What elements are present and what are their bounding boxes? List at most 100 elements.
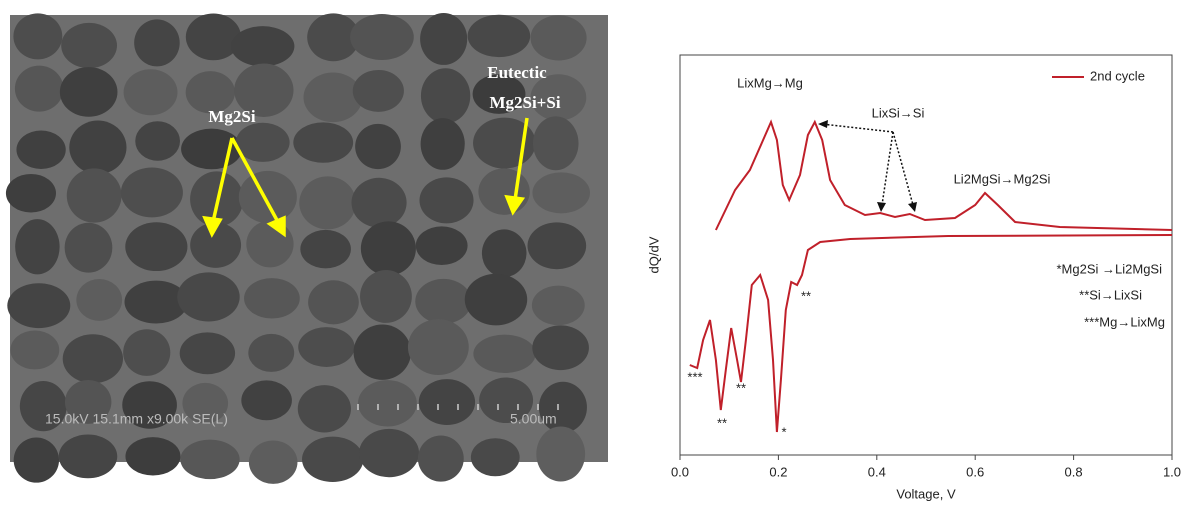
grain bbox=[298, 385, 351, 432]
grain bbox=[352, 178, 407, 228]
grain bbox=[536, 426, 585, 481]
x-tick-label: 0.0 bbox=[671, 464, 689, 479]
grain bbox=[15, 66, 63, 112]
grain bbox=[248, 334, 294, 372]
grain bbox=[246, 221, 293, 268]
grain bbox=[69, 121, 126, 175]
annotation: *Mg2Si →Li2MgSi bbox=[1057, 261, 1163, 276]
grain bbox=[239, 171, 297, 223]
grain bbox=[360, 270, 412, 323]
grain bbox=[123, 329, 170, 376]
arrow-heads bbox=[818, 120, 917, 212]
annotation: Li2MgSi→Mg2Si bbox=[954, 171, 1051, 186]
annotation: ** bbox=[717, 415, 727, 430]
grain bbox=[353, 70, 404, 112]
grain bbox=[65, 223, 113, 273]
grain bbox=[478, 168, 529, 214]
grain bbox=[299, 176, 356, 229]
grain bbox=[59, 435, 117, 479]
figure: Mg2Si Eutectic Mg2Si+Si 15.0kV 15.1mm x9… bbox=[0, 0, 1188, 510]
grain bbox=[293, 122, 353, 162]
annotation: *** bbox=[687, 369, 702, 384]
grain bbox=[60, 67, 118, 117]
grain bbox=[15, 219, 59, 274]
grain bbox=[355, 124, 401, 169]
grain bbox=[67, 168, 122, 222]
grain bbox=[181, 129, 242, 170]
image-label: Mg2Si bbox=[208, 107, 256, 126]
grain bbox=[465, 274, 527, 326]
grain bbox=[10, 331, 59, 370]
grain bbox=[359, 429, 419, 477]
x-tick-label: 0.2 bbox=[769, 464, 787, 479]
grain bbox=[473, 335, 535, 373]
legend-label: 2nd cycle bbox=[1090, 68, 1145, 83]
grain bbox=[358, 380, 417, 426]
grain bbox=[16, 131, 65, 169]
grain bbox=[419, 177, 473, 223]
grain bbox=[532, 325, 589, 370]
annotation: LixMg→Mg bbox=[737, 75, 803, 90]
grain bbox=[236, 123, 290, 162]
image-label: Eutectic bbox=[487, 63, 547, 82]
y-axis-label: dQ/dV bbox=[646, 236, 661, 273]
image-label: Mg2Si+Si bbox=[489, 93, 560, 112]
grain bbox=[125, 437, 180, 475]
grain bbox=[302, 437, 363, 482]
grain bbox=[531, 15, 587, 60]
grain bbox=[298, 327, 354, 367]
grain bbox=[415, 279, 471, 324]
grain bbox=[300, 230, 351, 268]
grain bbox=[532, 172, 590, 213]
plot-frame bbox=[680, 55, 1172, 455]
image-info: 15.0kV 15.1mm x9.00k SE(L) bbox=[45, 411, 228, 427]
grain bbox=[180, 440, 239, 480]
grain bbox=[421, 68, 470, 123]
grain bbox=[121, 167, 183, 217]
grain bbox=[482, 229, 527, 277]
grain bbox=[180, 332, 235, 374]
grain bbox=[231, 26, 294, 66]
grain bbox=[304, 73, 363, 123]
annotation: LixSi→Si bbox=[872, 105, 925, 120]
annotation: * bbox=[781, 424, 786, 439]
grain bbox=[241, 380, 292, 420]
grain bbox=[468, 15, 531, 57]
x-tick-label: 0.6 bbox=[966, 464, 984, 479]
grain bbox=[416, 226, 468, 265]
annotation: ** bbox=[736, 380, 746, 395]
grain bbox=[244, 278, 300, 318]
annotation: ** bbox=[801, 288, 811, 303]
grain bbox=[124, 69, 178, 115]
pointer-arrows bbox=[822, 124, 913, 205]
grain bbox=[361, 221, 416, 275]
grain bbox=[14, 438, 59, 483]
grain bbox=[13, 13, 62, 59]
grain bbox=[6, 174, 56, 213]
grain bbox=[61, 23, 117, 68]
x-axis-label: Voltage, V bbox=[896, 486, 956, 501]
x-tick-label: 0.8 bbox=[1065, 464, 1083, 479]
grain bbox=[532, 286, 585, 326]
annotation: ***Mg→LixMg bbox=[1084, 314, 1165, 329]
grain bbox=[135, 121, 180, 160]
grain bbox=[354, 325, 411, 380]
grain bbox=[308, 280, 359, 324]
grain bbox=[76, 279, 122, 321]
grain bbox=[421, 118, 465, 170]
grain bbox=[134, 19, 180, 66]
image-scale: 5.00um bbox=[510, 411, 557, 427]
grain bbox=[420, 13, 467, 65]
grain bbox=[471, 438, 520, 476]
grain bbox=[7, 283, 70, 328]
grain bbox=[177, 272, 239, 321]
grain bbox=[350, 14, 414, 60]
grain bbox=[418, 436, 464, 482]
x-tick-label: 1.0 bbox=[1163, 464, 1181, 479]
grain bbox=[186, 14, 241, 61]
grain bbox=[249, 440, 298, 483]
annotation: **Si→LixSi bbox=[1079, 287, 1142, 302]
grain bbox=[528, 222, 587, 269]
grain bbox=[419, 379, 475, 425]
x-tick-label: 0.4 bbox=[868, 464, 886, 479]
